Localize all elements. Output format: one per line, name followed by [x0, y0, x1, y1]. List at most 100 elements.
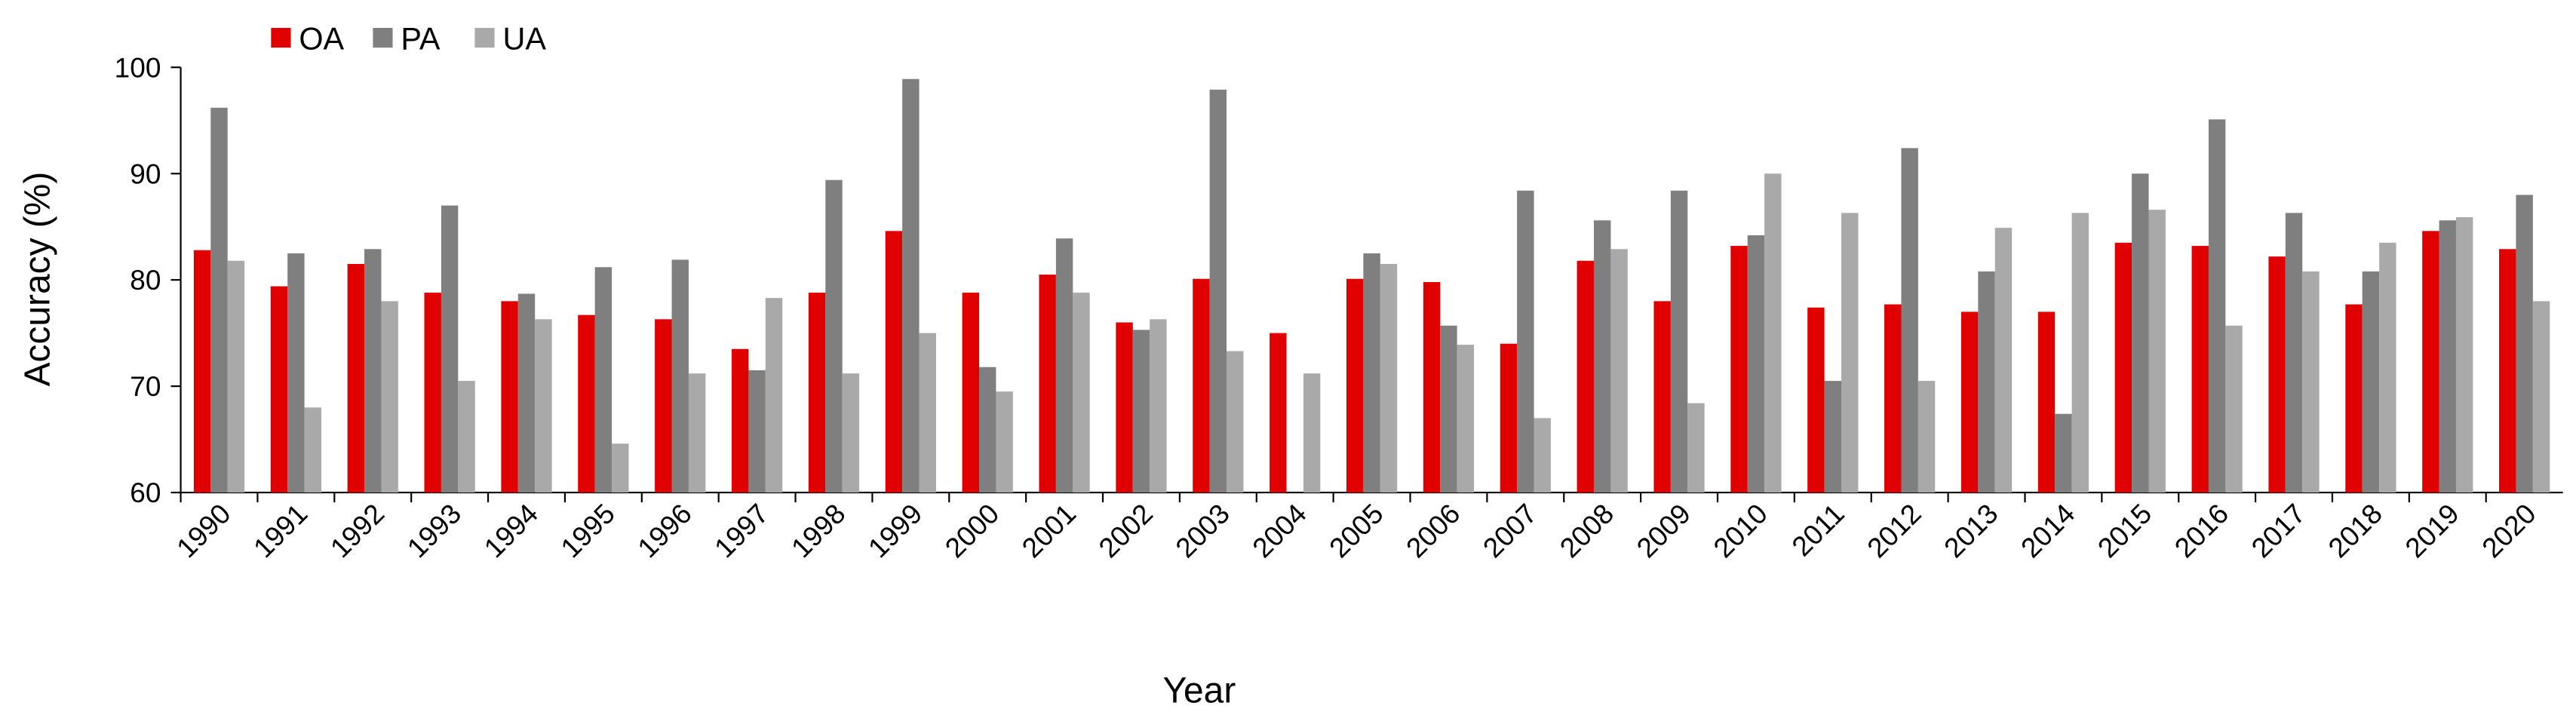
bar [655, 319, 672, 493]
bar [304, 407, 321, 493]
bar [1577, 260, 1594, 493]
bar [1670, 190, 1688, 493]
bar [1227, 351, 1244, 493]
bar [1073, 293, 1090, 493]
bar [1517, 190, 1534, 493]
bar [1209, 89, 1227, 493]
y-axis-label: Accuracy (%) [17, 172, 57, 387]
bar [193, 250, 211, 493]
bar [2532, 301, 2550, 493]
bar [1960, 311, 1979, 493]
bar [578, 314, 595, 493]
bar [2071, 213, 2089, 493]
bar [1303, 373, 1321, 493]
legend-swatch [271, 28, 291, 48]
x-tick-label: 1992 [324, 498, 390, 564]
x-tick-label: 2012 [1861, 498, 1927, 564]
bar [2499, 249, 2516, 493]
y-tick-label: 70 [130, 370, 161, 402]
bar [2225, 325, 2243, 493]
x-tick-label: 2006 [1400, 498, 1466, 564]
bar [2114, 242, 2132, 493]
bar [2268, 256, 2286, 493]
bar [1132, 330, 1150, 493]
x-tick-label: 2000 [938, 498, 1005, 564]
bar [1687, 403, 1705, 493]
bar [1901, 148, 1918, 493]
bar [1807, 307, 1825, 493]
bar [2302, 271, 2320, 493]
bar [1534, 418, 1551, 493]
x-axis-label: Year [1162, 671, 1236, 711]
bar [825, 179, 843, 493]
x-tick-label: 2015 [2091, 498, 2157, 564]
x-tick-label: 1995 [554, 498, 621, 564]
bar [517, 293, 536, 493]
bar [2362, 271, 2380, 493]
x-tick-label: 1996 [631, 498, 698, 564]
bar [1116, 322, 1133, 493]
bar [2455, 216, 2473, 493]
x-tick-label: 2013 [1938, 498, 2004, 564]
x-tick-label: 1990 [170, 498, 237, 564]
bar [1380, 264, 1398, 493]
bar [979, 367, 996, 493]
x-tick-label: 2017 [2245, 498, 2311, 564]
bar [671, 259, 689, 493]
bar [2285, 213, 2303, 493]
x-tick-label: 2014 [2015, 498, 2081, 564]
bar [1730, 246, 1748, 493]
bar [1978, 271, 1995, 493]
bar [919, 333, 936, 493]
bar [287, 253, 305, 493]
legend-label: PA [401, 21, 441, 56]
bar [1610, 249, 1628, 493]
bar [2037, 311, 2056, 493]
y-tick-label: 100 [115, 51, 161, 83]
bar [2208, 119, 2226, 493]
x-tick-label: 2018 [2322, 498, 2388, 564]
x-tick-label: 1991 [247, 498, 314, 564]
bar [1039, 275, 1056, 493]
bar [1440, 325, 1457, 493]
bar [2132, 173, 2149, 493]
bar [1764, 173, 1782, 493]
bar [2516, 195, 2533, 493]
bar [2439, 220, 2456, 493]
x-tick-label: 2005 [1323, 498, 1389, 564]
bar [381, 301, 398, 493]
bar [1653, 301, 1671, 493]
bar [2345, 304, 2363, 493]
x-tick-label: 2004 [1246, 498, 1313, 564]
legend-swatch [373, 28, 393, 48]
x-tick-label: 2011 [1785, 498, 1850, 563]
bar [2191, 246, 2209, 493]
bar [424, 293, 441, 493]
bar [902, 78, 920, 493]
legend-label: OA [299, 21, 344, 56]
bar [1423, 281, 1441, 493]
bar [1346, 278, 1364, 493]
x-tick-label: 2020 [2476, 498, 2542, 564]
bar [1841, 213, 1859, 493]
bar [765, 298, 783, 493]
x-tick-label: 1998 [785, 498, 852, 564]
x-tick-label: 1994 [477, 498, 544, 564]
bar [594, 267, 613, 493]
bar [731, 348, 749, 493]
x-tick-label: 2009 [1630, 498, 1696, 564]
y-tick-label: 90 [130, 158, 161, 189]
bar [1500, 343, 1518, 493]
x-tick-label: 1999 [862, 498, 929, 564]
bar [748, 370, 766, 493]
bar [2148, 210, 2166, 493]
bar [1270, 333, 1287, 493]
x-tick-label: 1997 [708, 498, 775, 564]
x-tick-label: 2003 [1169, 498, 1236, 564]
x-tick-label: 2007 [1476, 498, 1543, 564]
legend-swatch [474, 28, 495, 48]
legend-label: UA [502, 21, 546, 56]
y-tick-label: 60 [130, 477, 161, 508]
bar [501, 301, 518, 493]
